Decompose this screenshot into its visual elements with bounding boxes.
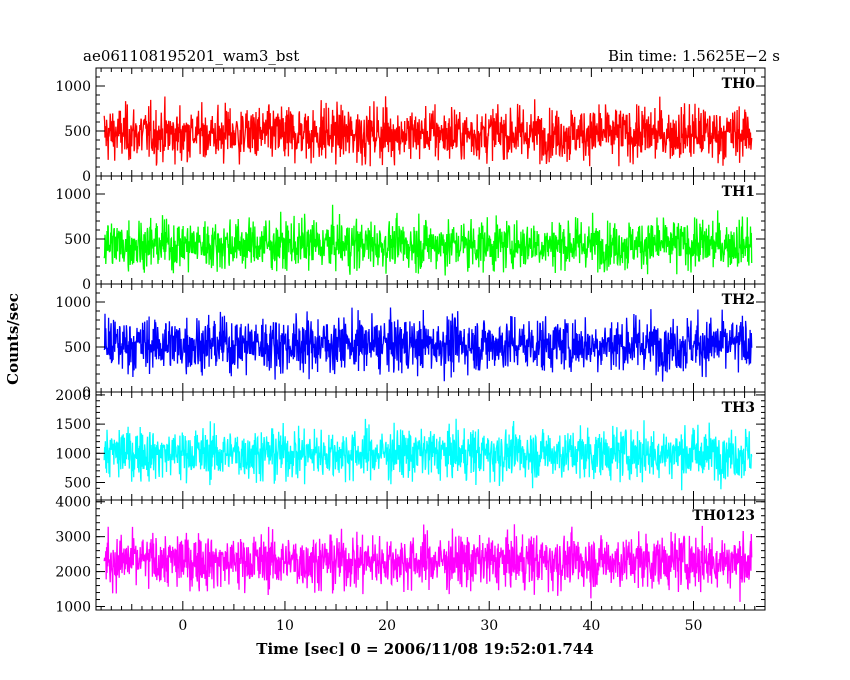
x-tick-label: 20 [378,618,396,634]
panel-th0: 0 500 1000 TH0 [55,67,766,185]
x-axis-label: Time [sec] 0 = 2006/11/08 19:52:01.744 [256,640,593,658]
panel-th1: 0 500 1000 TH1 [55,175,766,293]
y-tick-label: 4000 [55,495,91,511]
panels: 0 500 1000 TH0 0 500 1000 TH1 0 500 1000 TH2 500 1000… [55,67,766,616]
panel-label: TH3 [722,400,755,416]
panel-label: TH0123 [692,508,755,524]
bin-time-label: Bin time: 1.5625E−2 s [608,47,780,65]
series-line-th2 [103,307,753,382]
y-tick-label: 2000 [55,388,91,404]
y-tick-label: 500 [64,124,91,140]
panel-th0123: 1000 2000 3000 4000 TH0123 [55,495,766,616]
y-tick-label: 3000 [55,530,91,546]
series-line-th1 [103,204,753,276]
y-axis-label: Counts/sec [4,293,22,385]
y-tick-label: 500 [64,475,91,491]
panel-label: TH1 [722,184,755,200]
x-tick-label: 0 [178,618,187,634]
panel-th2: 0 500 1000 TH2 [55,283,766,401]
panel-frame [95,499,766,611]
x-tick-label: 50 [685,618,703,634]
y-tick-label: 1000 [55,600,91,616]
y-tick-label: 1500 [55,417,91,433]
x-axis: 0 10 20 30 40 50 [178,618,702,634]
y-tick-label: 500 [64,340,91,356]
y-tick-label: 1000 [55,446,91,462]
y-tick-label: 0 [82,385,91,401]
series-line-th3 [103,418,753,491]
x-tick-label: 40 [582,618,600,634]
panel-label: TH0 [722,76,756,92]
y-tick-label: 0 [82,277,91,293]
y-tick-label: 1000 [55,187,91,203]
y-tick-label: 0 [82,169,91,185]
y-tick-label: 1000 [55,79,91,95]
series-line-th0123 [103,524,753,602]
observation-id: ae061108195201_wam3_bst [83,47,299,65]
series-line-th0 [103,96,753,167]
panel-label: TH2 [722,292,755,308]
y-tick-label: 2000 [55,565,91,581]
x-tick-label: 30 [480,618,498,634]
y-tick-label: 1000 [55,295,91,311]
x-tick-label: 10 [276,618,294,634]
y-tick-label: 500 [64,232,91,248]
panel-th3: 500 1000 1500 2000 TH3 [55,388,766,501]
